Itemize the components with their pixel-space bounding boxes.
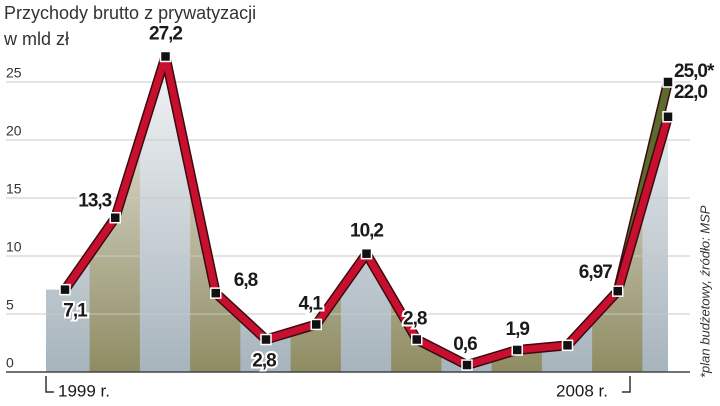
background-stripes [46, 62, 668, 372]
y-tick-label: 5 [6, 297, 14, 313]
value-label: 1,9 [506, 319, 530, 340]
point [662, 111, 674, 123]
x-tick-label: 2008 r. [556, 381, 608, 400]
y-tick-label: 20 [6, 123, 22, 139]
y-tick-label: 10 [6, 239, 22, 255]
point [159, 50, 172, 63]
chart-subtitle: w mld zł [3, 29, 69, 49]
point [612, 285, 624, 297]
point [310, 318, 322, 331]
y-tick-label: 15 [6, 181, 22, 197]
x-tick-label: 1999 r. [58, 381, 110, 400]
value-label: 13,3 [78, 191, 111, 212]
point [561, 339, 574, 352]
stripe [441, 62, 493, 372]
point [59, 283, 71, 296]
y-tick-label: 25 [6, 65, 22, 81]
point [461, 359, 473, 371]
value-label: 2,8 [252, 351, 276, 372]
y-tick-label: 0 [6, 355, 14, 371]
point [260, 333, 272, 346]
point [411, 333, 423, 346]
period-bracket [45, 376, 631, 393]
value-label: 25,0* [674, 61, 715, 82]
footnote: *plan budżetowy, źródło: MSP [697, 205, 712, 378]
point [210, 287, 222, 299]
point [511, 344, 523, 356]
point [109, 211, 121, 224]
value-label: 6,8 [234, 270, 258, 291]
value-label: 4,1 [299, 293, 324, 314]
value-label: 22,0 [674, 82, 707, 103]
value-label: 7,1 [63, 301, 88, 322]
value-label: 6,97 [579, 262, 612, 283]
point [662, 76, 674, 88]
value-label: 0,6 [453, 334, 477, 355]
chart-title: Przychody brutto z prywatyzacji [4, 3, 256, 23]
value-label: 27,2 [149, 23, 182, 44]
value-label: 2,8 [403, 309, 427, 330]
value-label: 10,2 [350, 221, 383, 242]
point [360, 247, 373, 260]
stripe-fade [46, 62, 668, 372]
